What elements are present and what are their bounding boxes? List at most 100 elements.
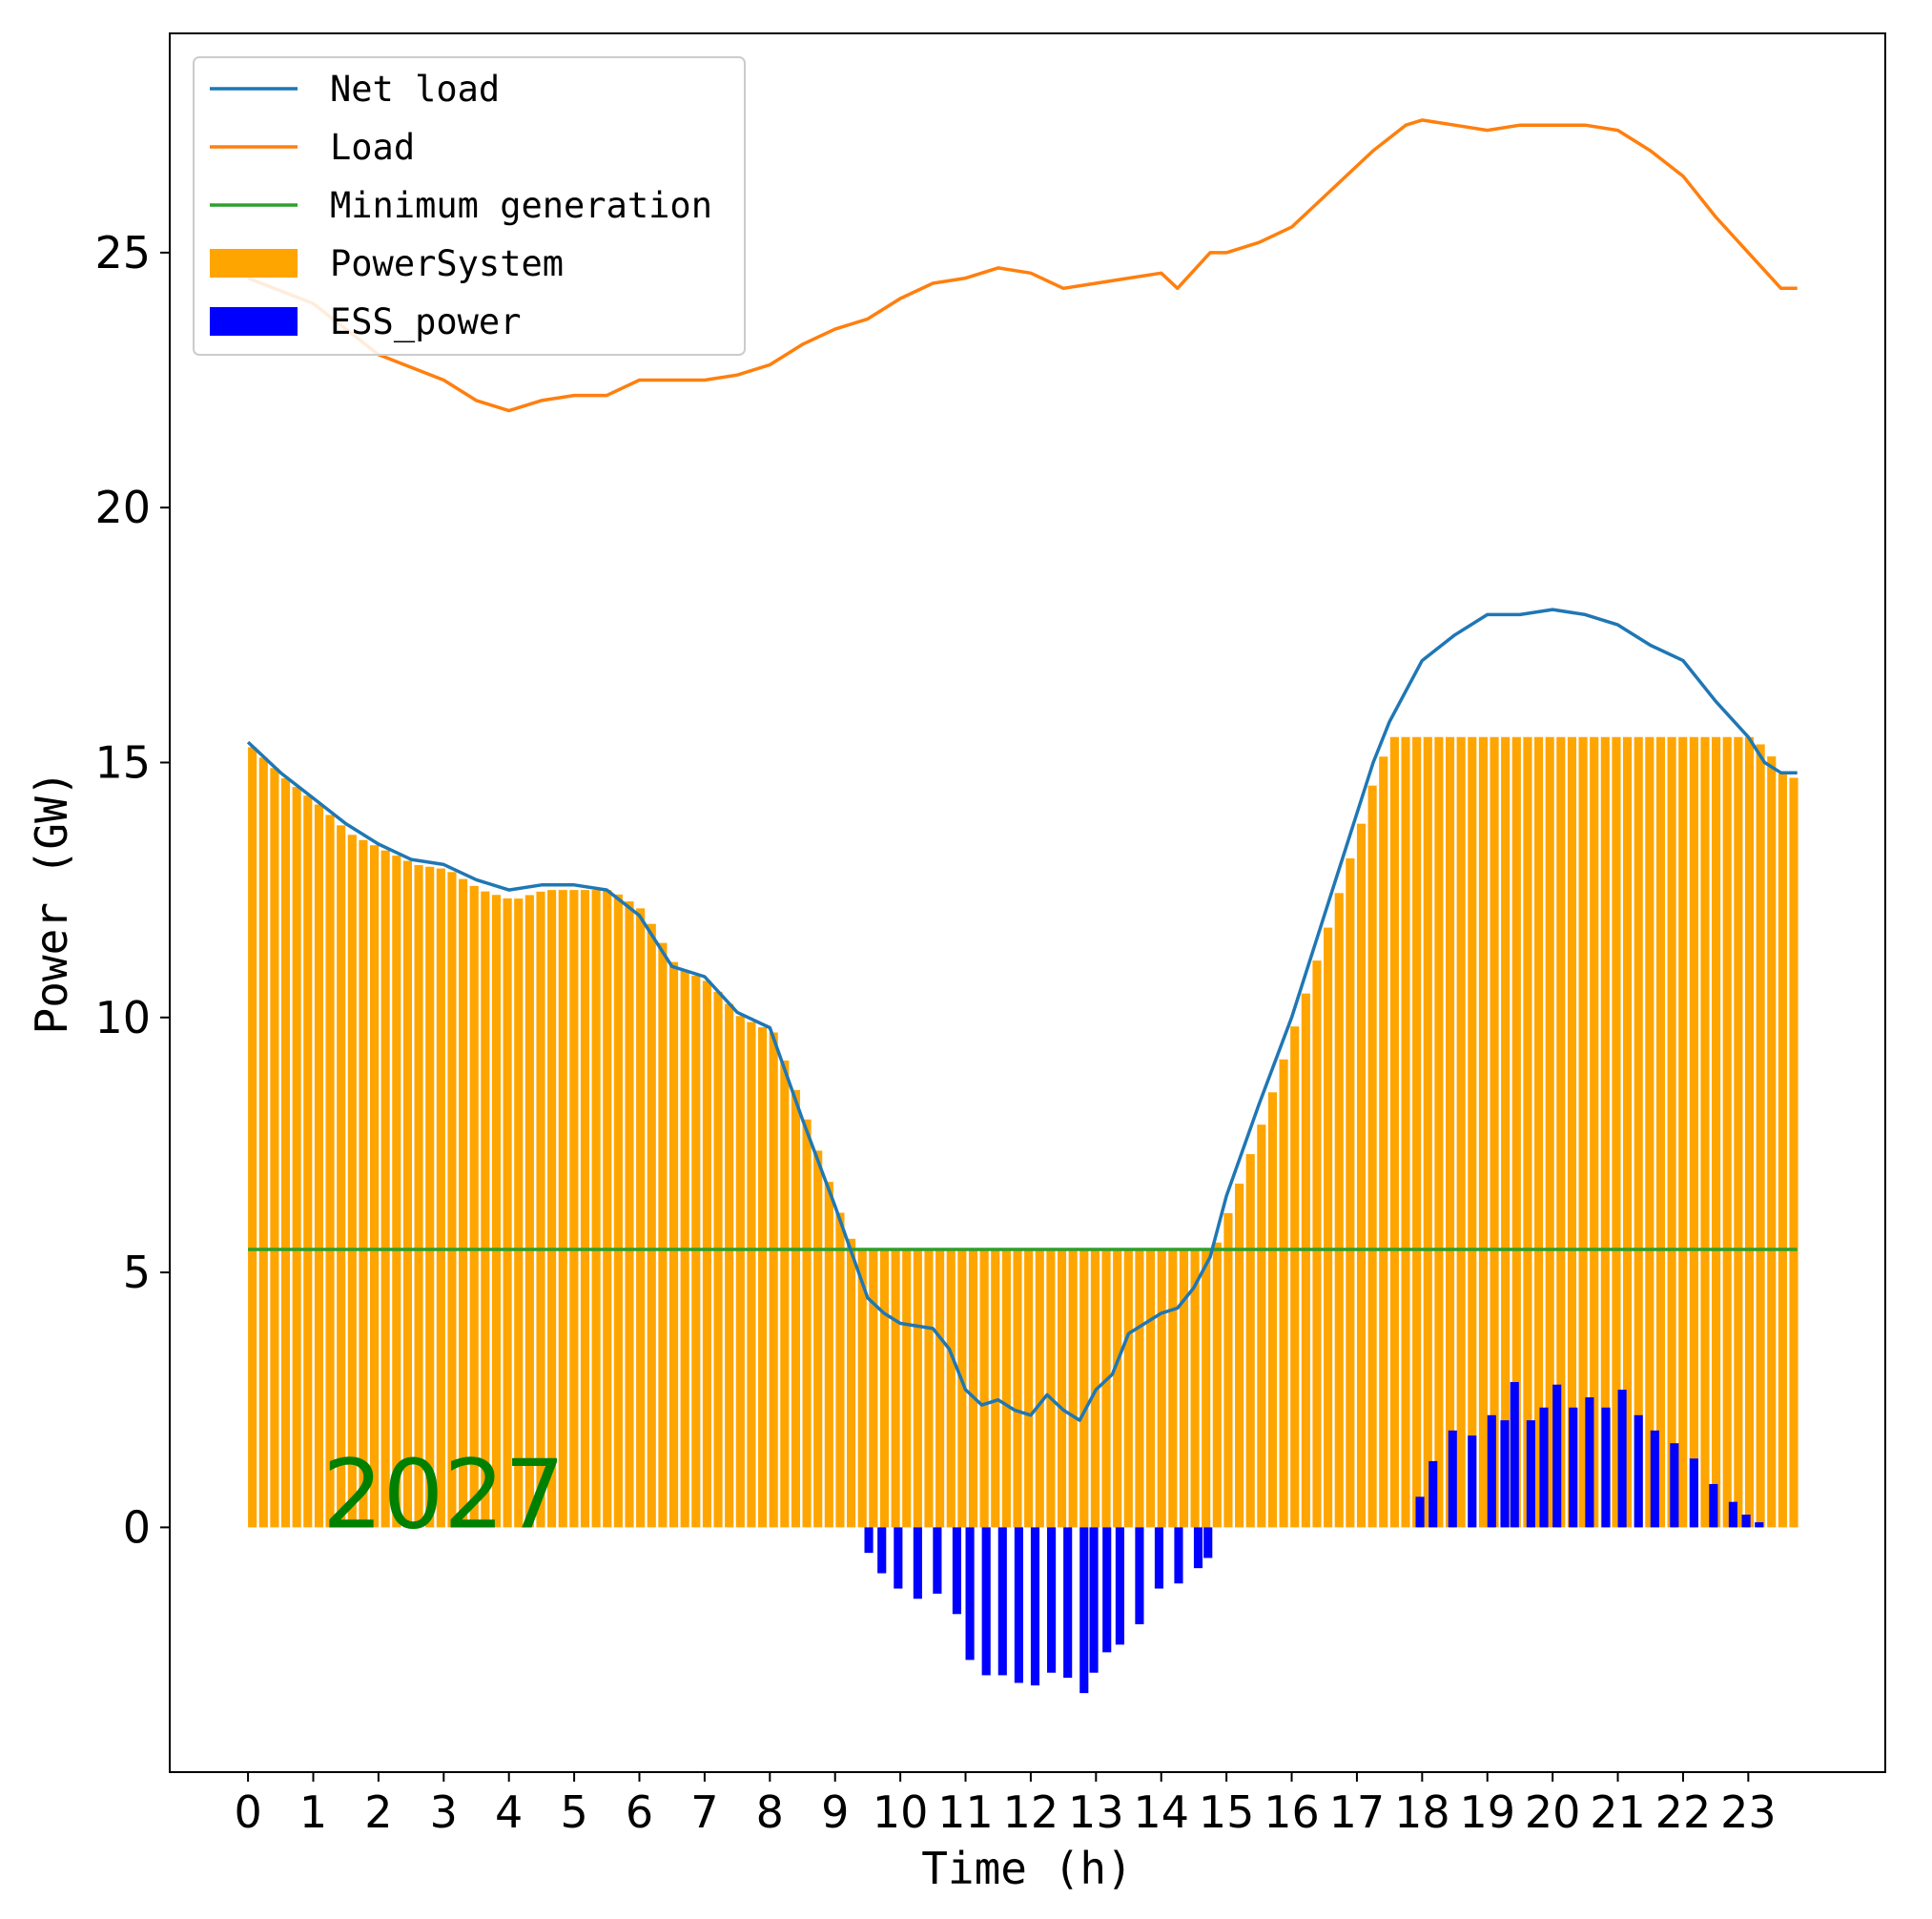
- power-system-bar: [1179, 1249, 1189, 1528]
- power-system-bar: [425, 866, 435, 1528]
- power-system-bar: [1789, 777, 1798, 1528]
- x-tick-label: 16: [1264, 1786, 1320, 1838]
- power-system-bar: [879, 1249, 890, 1528]
- power-system-bar: [359, 839, 368, 1528]
- ess-power-bar: [1135, 1527, 1144, 1624]
- x-tick-label: 11: [937, 1786, 994, 1838]
- power-system-bar: [303, 795, 313, 1528]
- power-system-bar: [1401, 736, 1410, 1528]
- x-tick-label: 1: [299, 1786, 327, 1838]
- power-system-bar: [402, 860, 413, 1528]
- ess-power-bar: [1526, 1420, 1535, 1528]
- power-system-bars: [248, 736, 1798, 1528]
- y-tick-label: 20: [94, 482, 151, 533]
- power-system-bar: [314, 804, 323, 1528]
- x-tick-label: 10: [873, 1786, 929, 1838]
- ess-power-bar: [981, 1527, 991, 1676]
- power-system-bar: [902, 1249, 912, 1528]
- power-system-bar: [1700, 736, 1710, 1528]
- power-system-bar: [414, 864, 423, 1528]
- power-system-bar: [1523, 736, 1532, 1528]
- plot-frame: [169, 32, 1886, 1773]
- power-system-bar: [1478, 736, 1488, 1528]
- power-system-bar: [979, 1249, 989, 1528]
- power-system-bar: [647, 923, 656, 1528]
- power-system-bar: [1412, 736, 1422, 1528]
- ess-power-bars: [864, 1382, 1764, 1694]
- load-line: [247, 118, 1798, 413]
- ess-power-bar: [933, 1527, 942, 1594]
- power-system-bar: [1079, 1249, 1089, 1528]
- power-system-bar: [1744, 736, 1755, 1528]
- x-axis-title: Time (h): [921, 1843, 1133, 1894]
- power-system-bar: [1145, 1249, 1156, 1528]
- power-system-bar: [1168, 1249, 1178, 1528]
- power-system-bar: [769, 1032, 778, 1528]
- power-system-bar: [924, 1249, 934, 1528]
- ess-power-bar: [1539, 1407, 1549, 1528]
- power-system-bar: [835, 1212, 845, 1528]
- y-tick-label: 5: [123, 1247, 151, 1298]
- ess-power-bar: [1755, 1522, 1764, 1528]
- ess-power-bar: [894, 1527, 903, 1589]
- power-system-bar: [668, 961, 679, 1528]
- power-system-bar: [591, 890, 601, 1528]
- power-system-bar: [735, 1016, 745, 1528]
- power-system-bar: [1423, 736, 1432, 1528]
- power-system-bar: [1235, 1183, 1244, 1528]
- y-axis-ticks: 0 5 10 15 20 25: [94, 227, 170, 1553]
- power-system-bar: [580, 890, 590, 1528]
- ess-power-bar: [1650, 1430, 1659, 1528]
- power-system-bar: [1113, 1249, 1122, 1528]
- x-tick-label: 0: [234, 1786, 261, 1838]
- power-system-bar: [280, 778, 291, 1528]
- power-system-bar: [536, 891, 545, 1528]
- power-system-bar: [459, 878, 468, 1528]
- power-system-bar: [1223, 1212, 1233, 1528]
- power-system-bar: [1202, 1249, 1211, 1528]
- x-tick-label: 9: [821, 1786, 849, 1838]
- ess-power-bar: [997, 1527, 1007, 1676]
- ess-power-bar: [1115, 1527, 1124, 1645]
- ess-power-bar: [1510, 1382, 1519, 1528]
- power-system-bar: [1667, 736, 1676, 1528]
- ess-power-bar: [1500, 1420, 1510, 1528]
- x-axis-ticks: 0 1 2 3 4 5 6 7 8 9 10 11 12 13 14 15 16 17 18 19 20 21 22 23: [234, 1772, 1777, 1838]
- power-system-bar: [1590, 736, 1599, 1528]
- power-system-bar: [791, 1089, 801, 1528]
- ess-power-bar: [1415, 1496, 1425, 1528]
- power-system-bar: [946, 1249, 956, 1528]
- power-system-bar: [1578, 736, 1588, 1528]
- x-tick-label: 15: [1199, 1786, 1255, 1838]
- ess-power-bar: [1670, 1443, 1679, 1528]
- x-tick-label: 17: [1329, 1786, 1386, 1838]
- power-system-bar: [1267, 1092, 1278, 1528]
- power-system-bar: [380, 850, 390, 1528]
- net-load-line: [246, 608, 1798, 1422]
- legend-label: Net load: [330, 69, 500, 110]
- ess-power-bar: [1448, 1430, 1457, 1528]
- power-system-bar: [1190, 1249, 1200, 1528]
- x-tick-label: 14: [1133, 1786, 1189, 1838]
- legend-label: ESS_power: [330, 301, 521, 343]
- power-system-bar: [702, 980, 711, 1528]
- power-system-bar: [1434, 736, 1444, 1528]
- x-tick-label: 4: [495, 1786, 523, 1838]
- power-system-bar: [469, 885, 479, 1528]
- power-system-bar: [1123, 1249, 1133, 1528]
- ess-power-bar: [864, 1527, 874, 1554]
- legend-box: [193, 56, 746, 356]
- legend-label: Load: [330, 127, 415, 168]
- power-system-bar: [824, 1182, 833, 1528]
- power-system-bar: [625, 901, 634, 1528]
- power-system-bar: [1533, 736, 1544, 1528]
- legend-label: PowerSystem: [330, 243, 564, 284]
- power-system-bar: [292, 787, 301, 1528]
- power-system-bar: [1212, 1242, 1222, 1528]
- power-system-bar: [1734, 736, 1743, 1528]
- ess-power-bar: [1102, 1527, 1112, 1653]
- power-system-bar: [1445, 736, 1455, 1528]
- power-system-bar: [1290, 1026, 1300, 1528]
- power-system-bar: [1678, 736, 1688, 1528]
- power-system-bar: [1778, 774, 1787, 1528]
